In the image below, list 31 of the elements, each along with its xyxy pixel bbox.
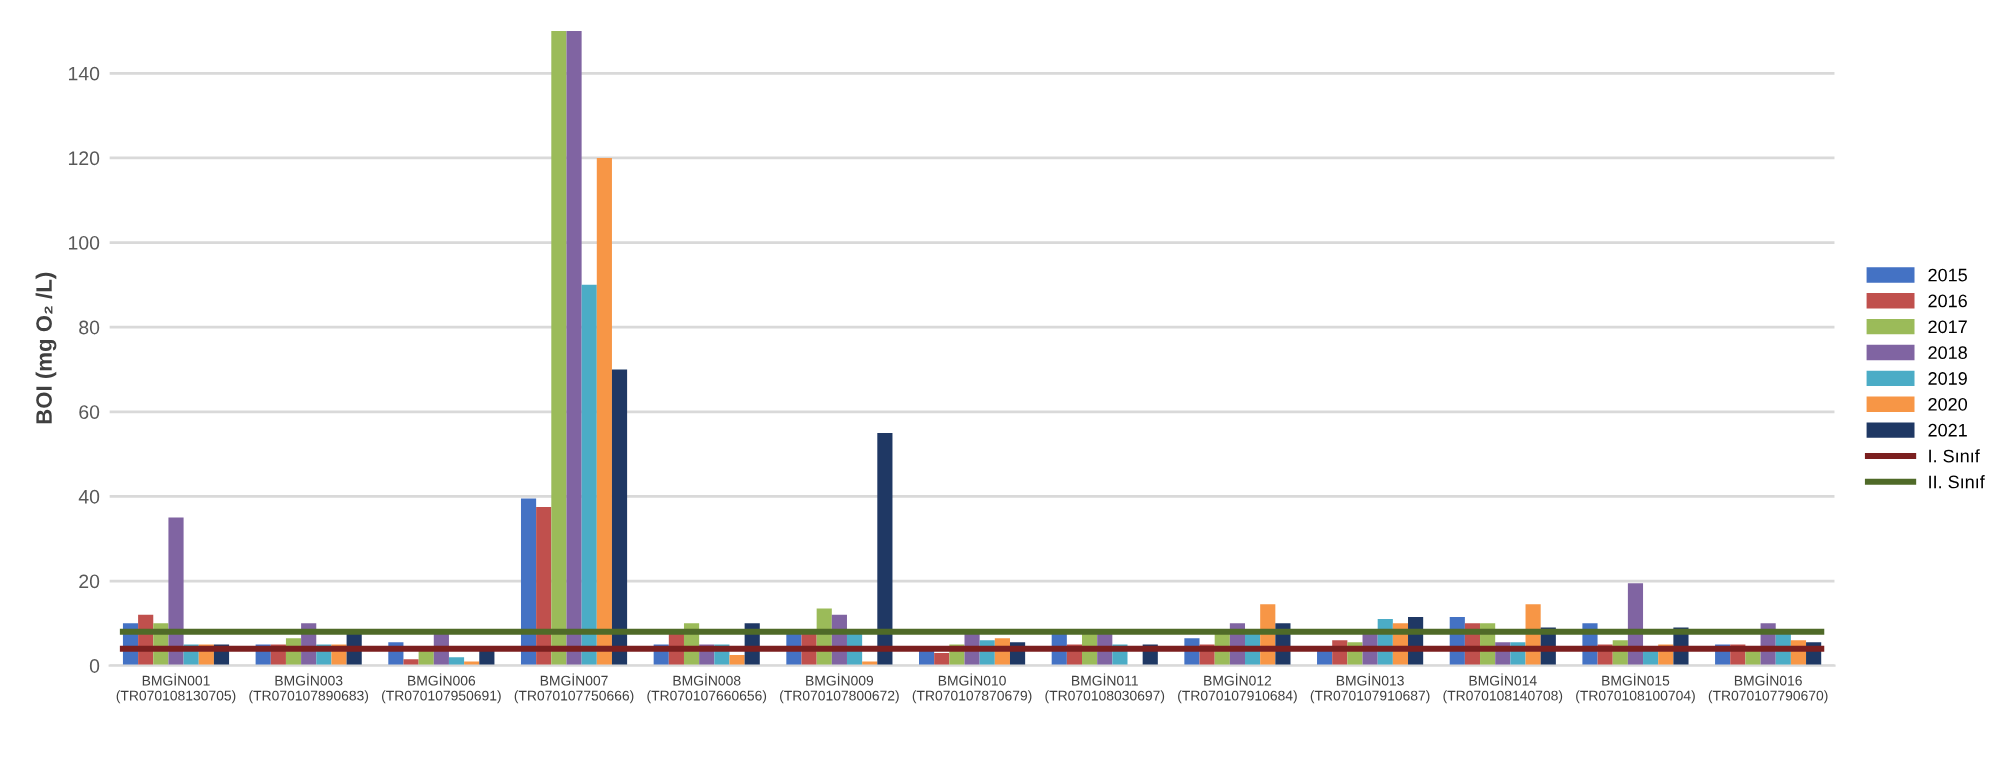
legend-label: 2021 (1928, 423, 1967, 437)
bar (934, 652, 950, 666)
legend-label: II. Sınıf (1929, 475, 1985, 489)
y-tick-label: 120 (68, 151, 100, 166)
y-tick-label: 80 (79, 320, 100, 335)
y-tick-label: 100 (68, 235, 100, 250)
legend-label: 2020 (1928, 397, 1968, 411)
y-tick-label: 0 (89, 659, 100, 673)
bar (448, 657, 465, 666)
bar (877, 432, 893, 666)
legend-label: 2016 (1928, 294, 1967, 308)
bar (611, 369, 628, 666)
legend-label: 2019 (1928, 372, 1967, 385)
bar (596, 157, 612, 666)
legend-label: I. Sınıf (1929, 449, 1980, 463)
legend-label: 2017 (1928, 320, 1967, 334)
legend-label: 2018 (1928, 346, 1967, 360)
bar (536, 506, 552, 666)
bar (403, 659, 419, 666)
y-tick-label: 20 (79, 574, 100, 589)
y-tick-label: 40 (78, 489, 100, 504)
y-tick-label: 60 (79, 405, 100, 419)
bar (168, 517, 184, 666)
legend-label: 2015 (1928, 268, 1967, 282)
bar (520, 498, 537, 666)
bar (729, 655, 745, 666)
bar (581, 284, 597, 666)
y-tick-label: 140 (68, 66, 100, 81)
y-axis-title: BOI (mg O₂ /L) (35, 272, 57, 424)
bar (551, 30, 567, 666)
bar (566, 30, 582, 666)
